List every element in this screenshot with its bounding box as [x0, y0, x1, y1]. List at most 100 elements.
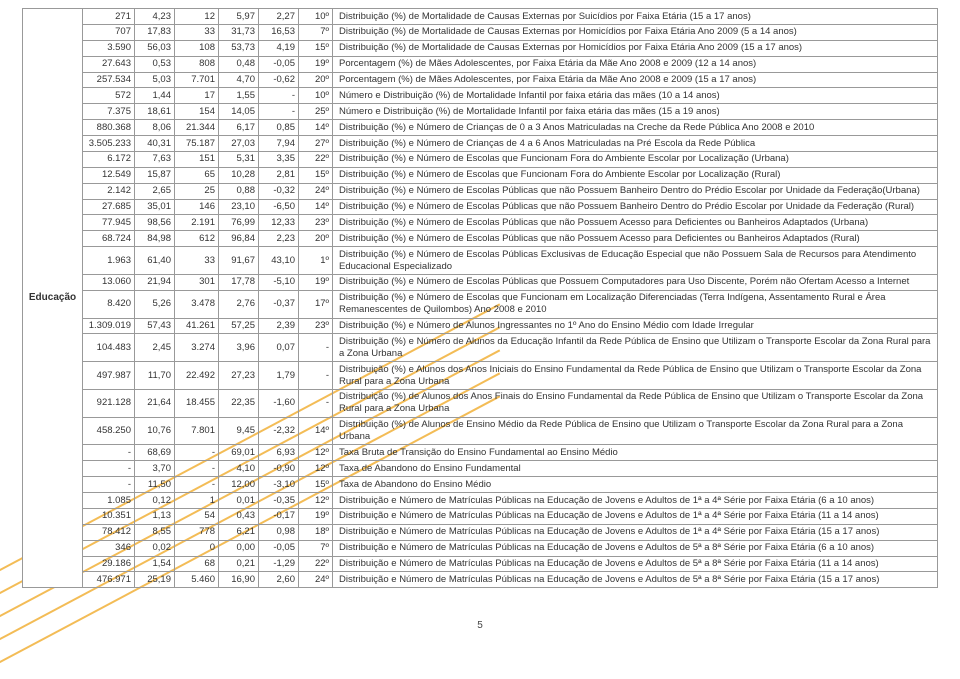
cell-c1: - [83, 445, 135, 461]
cell-c2: 5,26 [135, 290, 175, 318]
table-row: 6.1727,631515,313,3522ºDistribuição (%) … [23, 151, 938, 167]
cell-c4: 9,45 [219, 417, 259, 445]
cell-c3: 5.460 [175, 572, 219, 588]
cell-c2: 56,03 [135, 40, 175, 56]
cell-c3: 154 [175, 104, 219, 120]
cell-c3: 2.191 [175, 215, 219, 231]
cell-c7: Distribuição e Número de Matrículas Públ… [333, 493, 938, 509]
data-table: Educação2714,23125,972,2710ºDistribuição… [22, 8, 938, 588]
table-row: 1.309.01957,4341.26157,252,3923ºDistribu… [23, 318, 938, 334]
cell-c4: 69,01 [219, 445, 259, 461]
cell-c2: 8,06 [135, 120, 175, 136]
cell-c7: Distribuição (%) e Número de Escolas Púb… [333, 215, 938, 231]
cell-c3: 68 [175, 556, 219, 572]
table-row: 458.25010,767.8019,45-2,3214ºDistribuiçã… [23, 417, 938, 445]
cell-c3: 3.274 [175, 334, 219, 362]
cell-c5: - [259, 104, 299, 120]
table-row: 10.3511,13540,43-0,1719ºDistribuição e N… [23, 508, 938, 524]
cell-c4: 31,73 [219, 24, 259, 40]
cell-c5: 0,07 [259, 334, 299, 362]
cell-c1: 8.420 [83, 290, 135, 318]
cell-c4: 4,10 [219, 461, 259, 477]
cell-c1: 3.590 [83, 40, 135, 56]
cell-c4: 96,84 [219, 231, 259, 247]
cell-c5: 12,33 [259, 215, 299, 231]
cell-c2: 1,13 [135, 508, 175, 524]
cell-c6: 14º [299, 199, 333, 215]
cell-c7: Distribuição (%) e Número de Crianças de… [333, 120, 938, 136]
cell-c2: 84,98 [135, 231, 175, 247]
cell-c2: 68,69 [135, 445, 175, 461]
cell-c1: 3.505.233 [83, 136, 135, 152]
cell-c1: 78.412 [83, 524, 135, 540]
table-row: 12.54915,876510,282,8115ºDistribuição (%… [23, 167, 938, 183]
cell-c4: 4,70 [219, 72, 259, 88]
cell-c4: 91,67 [219, 247, 259, 275]
cell-c4: 76,99 [219, 215, 259, 231]
cell-c7: Distribuição (%) de Alunos de Ensino Méd… [333, 417, 938, 445]
cell-c1: 77.945 [83, 215, 135, 231]
cell-c5: 2,27 [259, 9, 299, 25]
cell-c1: 29.186 [83, 556, 135, 572]
cell-c5: 0,85 [259, 120, 299, 136]
cell-c6: 19º [299, 508, 333, 524]
cell-c5: 2,23 [259, 231, 299, 247]
cell-c2: 17,83 [135, 24, 175, 40]
cell-c6: 22º [299, 556, 333, 572]
cell-c6: 7º [299, 540, 333, 556]
cell-c5: 3,35 [259, 151, 299, 167]
cell-c3: 22.492 [175, 362, 219, 390]
cell-c2: 1,54 [135, 556, 175, 572]
cell-c2: 61,40 [135, 247, 175, 275]
table-row: 104.4832,453.2743,960,07-Distribuição (%… [23, 334, 938, 362]
cell-c6: 15º [299, 167, 333, 183]
page-number: 5 [0, 620, 960, 631]
cell-c4: 2,76 [219, 290, 259, 318]
cell-c5: -6,50 [259, 199, 299, 215]
cell-c7: Distribuição (%) e Número de Escolas Púb… [333, 247, 938, 275]
cell-c2: 40,31 [135, 136, 175, 152]
cell-c6: 24º [299, 183, 333, 199]
table-row: -68,69-69,016,9312ºTaxa Bruta de Transiç… [23, 445, 938, 461]
cell-c6: 10º [299, 88, 333, 104]
cell-c1: - [83, 477, 135, 493]
cell-c3: 3.478 [175, 290, 219, 318]
cell-c3: 33 [175, 247, 219, 275]
cell-c7: Distribuição (%) de Mortalidade de Causa… [333, 24, 938, 40]
cell-c2: 21,64 [135, 389, 175, 417]
cell-c4: 12,00 [219, 477, 259, 493]
cell-c4: 53,73 [219, 40, 259, 56]
cell-c7: Distribuição (%) e Número de Escolas que… [333, 167, 938, 183]
table-row: -11,50-12,00-3,1015ºTaxa de Abandono do … [23, 477, 938, 493]
table-row: 476.97125,195.46016,902,6024ºDistribuiçã… [23, 572, 938, 588]
cell-c3: 301 [175, 274, 219, 290]
cell-c4: 57,25 [219, 318, 259, 334]
cell-c1: 27.643 [83, 56, 135, 72]
cell-c6: 25º [299, 104, 333, 120]
cell-c6: - [299, 334, 333, 362]
cell-c4: 14,05 [219, 104, 259, 120]
cell-c2: 5,03 [135, 72, 175, 88]
table-row: 5721,44171,55-10ºNúmero e Distribuição (… [23, 88, 938, 104]
cell-c4: 3,96 [219, 334, 259, 362]
cell-c2: 0,53 [135, 56, 175, 72]
cell-c6: 23º [299, 318, 333, 334]
cell-c3: 108 [175, 40, 219, 56]
cell-c4: 5,31 [219, 151, 259, 167]
table-row: 3460,0200,00-0,057ºDistribuição e Número… [23, 540, 938, 556]
cell-c6: - [299, 362, 333, 390]
cell-c2: 0,12 [135, 493, 175, 509]
table-row: Educação2714,23125,972,2710ºDistribuição… [23, 9, 938, 25]
cell-c2: 0,02 [135, 540, 175, 556]
cell-c4: 16,90 [219, 572, 259, 588]
table-row: 921.12821,6418.45522,35-1,60-Distribuiçã… [23, 389, 938, 417]
cell-c5: -1,29 [259, 556, 299, 572]
cell-c2: 35,01 [135, 199, 175, 215]
cell-c5: 4,19 [259, 40, 299, 56]
cell-c1: 257.534 [83, 72, 135, 88]
cell-c6: 12º [299, 445, 333, 461]
cell-c3: 146 [175, 199, 219, 215]
cell-c7: Distribuição (%) e Número de Escolas Púb… [333, 274, 938, 290]
cell-c7: Taxa de Abandono do Ensino Fundamental [333, 461, 938, 477]
cell-c1: 68.724 [83, 231, 135, 247]
